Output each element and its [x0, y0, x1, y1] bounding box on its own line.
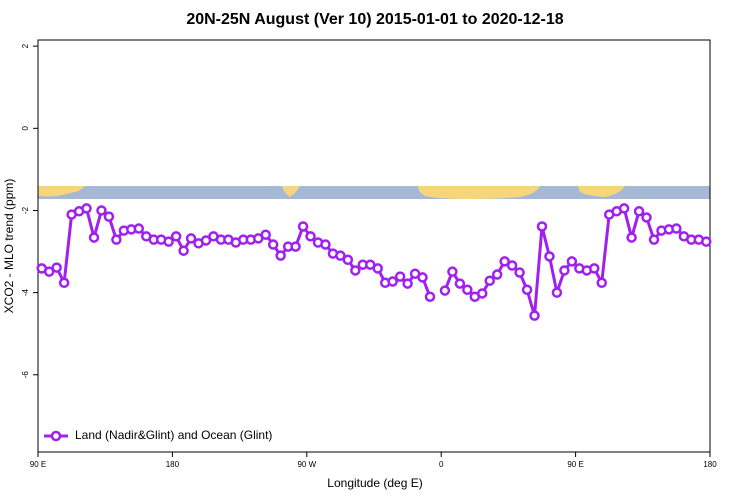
data-point	[641, 212, 652, 223]
data-point	[491, 269, 503, 280]
x-tick-label: 180	[166, 460, 180, 469]
x-tick-label: 90 W	[297, 460, 316, 469]
data-point	[701, 236, 712, 247]
data-point	[342, 254, 354, 266]
data-point	[596, 277, 607, 289]
data-point	[43, 266, 55, 277]
y-axis-label: XCO2 - MLO trend (ppm)	[2, 179, 16, 314]
data-point	[506, 260, 518, 271]
data-point	[551, 287, 563, 298]
data-point	[618, 203, 630, 214]
data-point	[350, 265, 361, 276]
x-tick-label: 90 E	[30, 460, 46, 469]
data-point	[51, 262, 62, 273]
data-point	[103, 211, 115, 222]
ocean-strip	[38, 186, 710, 199]
data-point	[275, 250, 286, 261]
data-point	[633, 206, 645, 217]
legend-label: Land (Nadir&Glint) and Ocean (Glint)	[75, 428, 272, 442]
land	[38, 186, 85, 197]
y-tick-label: -6	[21, 371, 30, 379]
data-point	[402, 278, 413, 289]
data-point	[648, 234, 660, 245]
x-tick-label: 90 E	[567, 460, 583, 469]
data-point	[477, 288, 488, 299]
data-point	[499, 256, 510, 267]
y-tick-label: -4	[21, 289, 30, 297]
data-point	[96, 205, 107, 216]
x-tick-label: 0	[439, 460, 444, 469]
data-point	[559, 265, 570, 276]
land	[578, 186, 625, 197]
data-point	[335, 250, 346, 261]
data-point	[521, 284, 533, 295]
data-point	[417, 272, 428, 283]
legend-marker	[50, 430, 62, 442]
data-point	[394, 271, 406, 282]
map-strip	[38, 186, 710, 199]
data-point	[133, 223, 145, 234]
data-point	[185, 233, 197, 244]
data-point	[387, 276, 398, 287]
data-point	[81, 203, 92, 214]
data-point	[297, 221, 309, 232]
series-line	[41, 206, 432, 298]
data-point	[163, 236, 174, 247]
data-point	[454, 278, 466, 289]
plot-frame	[37, 39, 711, 453]
data-point	[178, 245, 189, 256]
data-point	[424, 291, 436, 302]
data-point	[267, 239, 279, 250]
data-point	[514, 267, 525, 278]
data-point	[305, 231, 316, 242]
data-point	[320, 239, 331, 250]
x-tick-label: 180	[703, 460, 717, 469]
y-tick-label: 0	[21, 126, 30, 131]
x-axis-label: Longitude (deg E)	[327, 476, 422, 490]
data-point	[372, 263, 383, 274]
chart-title: 20N-25N August (Ver 10) 2015-01-01 to 20…	[186, 11, 563, 28]
data-point	[111, 234, 122, 245]
data-point	[200, 235, 212, 246]
data-point	[260, 229, 271, 240]
data-point	[671, 223, 682, 234]
data-point	[462, 284, 473, 295]
data-point	[88, 232, 100, 243]
data-point	[170, 231, 182, 242]
y-tick-label: -2	[21, 206, 30, 214]
data-point	[589, 263, 600, 274]
data-point	[544, 251, 555, 262]
land	[418, 186, 540, 199]
data-point	[447, 266, 458, 277]
land	[282, 186, 300, 197]
data-point	[439, 285, 451, 296]
data-point	[529, 310, 540, 321]
data-point	[58, 277, 70, 289]
data-point	[626, 232, 637, 243]
data-point	[484, 275, 495, 286]
data-point	[566, 256, 578, 267]
data-point	[290, 241, 301, 252]
y-tick-label: 2	[21, 43, 30, 48]
data-point	[536, 221, 548, 232]
